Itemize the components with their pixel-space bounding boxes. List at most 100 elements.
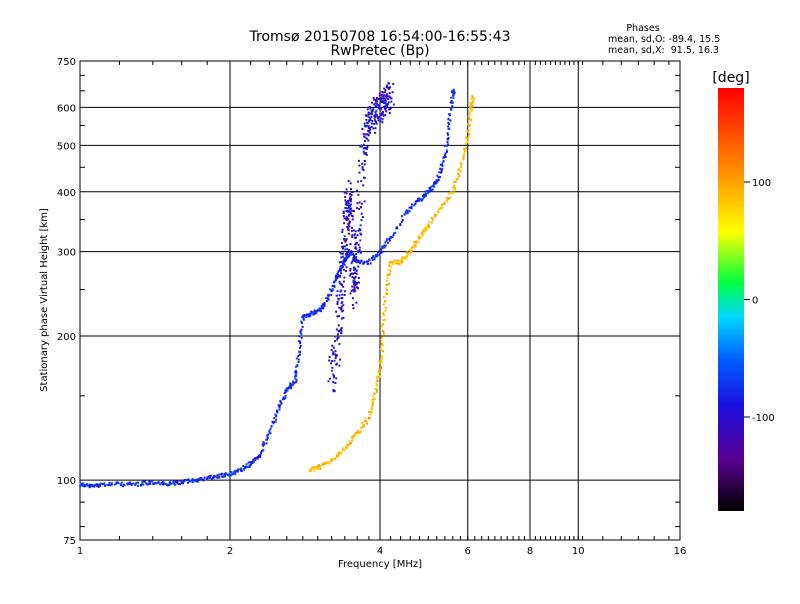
data-point bbox=[355, 207, 358, 210]
data-point bbox=[420, 198, 423, 201]
data-point bbox=[471, 95, 474, 98]
data-point bbox=[350, 436, 353, 439]
data-point bbox=[103, 482, 106, 485]
data-point bbox=[353, 259, 356, 262]
data-point bbox=[275, 410, 278, 413]
data-point bbox=[378, 253, 381, 256]
colorbar-label: [deg] bbox=[712, 70, 749, 86]
data-point bbox=[287, 387, 290, 390]
data-point bbox=[286, 389, 289, 392]
data-point bbox=[279, 400, 282, 403]
data-point bbox=[340, 242, 343, 245]
data-point bbox=[377, 97, 380, 100]
data-point bbox=[366, 145, 369, 148]
data-point bbox=[123, 484, 126, 487]
data-point bbox=[340, 266, 343, 269]
data-point bbox=[381, 350, 384, 353]
data-point bbox=[359, 262, 362, 265]
data-point bbox=[351, 252, 354, 255]
data-point bbox=[382, 322, 385, 325]
data-point bbox=[371, 402, 374, 405]
data-point bbox=[446, 138, 449, 141]
data-point bbox=[365, 148, 368, 151]
data-point bbox=[446, 150, 449, 153]
data-point bbox=[374, 254, 377, 257]
data-point bbox=[340, 308, 343, 311]
data-point bbox=[346, 209, 349, 212]
data-point bbox=[383, 244, 386, 247]
data-point bbox=[136, 484, 139, 487]
data-point bbox=[383, 87, 386, 90]
data-point bbox=[378, 368, 381, 371]
data-point bbox=[380, 248, 383, 251]
data-point bbox=[388, 107, 391, 110]
stats-heading: Phases bbox=[626, 23, 659, 34]
data-point bbox=[301, 325, 304, 328]
data-point bbox=[347, 199, 350, 202]
data-point bbox=[289, 385, 292, 388]
data-point bbox=[357, 229, 360, 232]
data-point bbox=[378, 116, 381, 119]
data-point bbox=[442, 156, 445, 159]
data-point bbox=[388, 87, 391, 90]
data-point bbox=[373, 131, 376, 134]
data-point bbox=[89, 484, 92, 487]
data-point bbox=[199, 477, 202, 480]
data-point bbox=[424, 190, 427, 193]
data-point bbox=[343, 235, 346, 238]
data-point bbox=[425, 229, 428, 232]
data-point bbox=[423, 230, 426, 233]
data-point bbox=[351, 297, 354, 300]
data-point bbox=[153, 482, 156, 485]
data-point bbox=[386, 273, 389, 276]
data-point bbox=[374, 106, 377, 109]
data-point bbox=[368, 119, 371, 122]
data-point bbox=[353, 287, 356, 290]
data-point bbox=[197, 479, 200, 482]
data-point bbox=[363, 140, 366, 143]
data-point bbox=[299, 342, 302, 345]
data-point bbox=[366, 262, 369, 265]
data-point bbox=[338, 306, 341, 309]
data-point bbox=[388, 261, 391, 264]
data-point bbox=[338, 358, 341, 361]
data-point bbox=[349, 200, 352, 203]
data-point bbox=[354, 283, 357, 286]
data-point bbox=[451, 191, 454, 194]
data-point bbox=[331, 288, 334, 291]
data-point bbox=[174, 480, 177, 483]
data-point bbox=[452, 88, 455, 91]
data-point bbox=[284, 389, 287, 392]
data-point bbox=[458, 173, 461, 176]
data-point bbox=[176, 480, 179, 483]
data-point bbox=[440, 203, 443, 206]
data-point bbox=[326, 296, 329, 299]
data-point bbox=[162, 481, 165, 484]
data-point bbox=[444, 152, 447, 155]
data-point bbox=[230, 471, 233, 474]
data-point bbox=[381, 357, 384, 360]
data-point bbox=[359, 431, 362, 434]
data-point bbox=[375, 382, 378, 385]
data-point bbox=[371, 258, 374, 261]
data-point bbox=[93, 485, 96, 488]
data-point bbox=[427, 223, 430, 226]
data-point bbox=[401, 219, 404, 222]
data-point bbox=[340, 317, 343, 320]
data-point bbox=[354, 289, 357, 292]
data-point bbox=[400, 259, 403, 262]
data-point bbox=[355, 256, 358, 259]
data-point bbox=[386, 93, 389, 96]
data-point bbox=[379, 348, 382, 351]
data-point bbox=[334, 340, 337, 343]
data-point bbox=[141, 483, 144, 486]
data-point bbox=[353, 435, 356, 438]
data-point bbox=[117, 481, 120, 484]
colorbar-ticks: 100 0 -100 bbox=[744, 178, 775, 424]
data-point bbox=[330, 362, 333, 365]
data-point bbox=[245, 463, 248, 466]
data-point bbox=[359, 251, 362, 254]
data-point bbox=[394, 261, 397, 264]
data-point bbox=[242, 468, 245, 471]
